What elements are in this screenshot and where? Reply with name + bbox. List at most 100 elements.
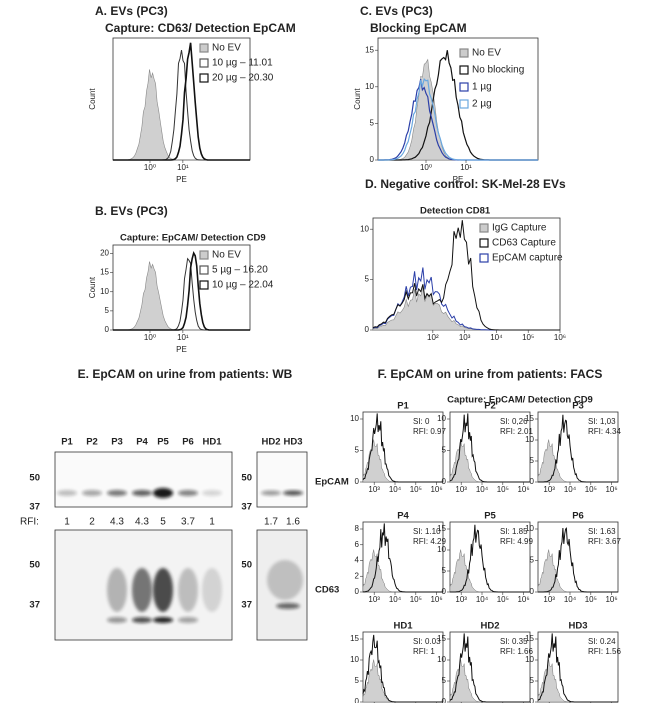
label: 10³: [368, 595, 380, 604]
label: HD3: [568, 621, 587, 632]
legend-swatch: [459, 48, 469, 58]
label: P5: [484, 511, 496, 522]
label: 10⁴: [490, 333, 503, 342]
label: 1.6: [286, 517, 300, 528]
band: [107, 617, 127, 623]
label: 10⁶: [517, 595, 529, 604]
band: [267, 560, 303, 600]
legend-swatch: [479, 223, 489, 233]
label: RFI: 4.34: [588, 427, 621, 436]
histogram: [363, 523, 443, 593]
label: 20 µg – 20.30: [212, 73, 274, 84]
legend-swatch: [199, 58, 209, 68]
label: 10⁴: [389, 595, 402, 604]
histogram: [362, 634, 443, 703]
label: HD3: [283, 437, 302, 448]
label: RFI: 1: [413, 647, 435, 656]
label: RFI:: [20, 517, 39, 528]
label: SI: 0.03: [413, 637, 441, 646]
label: 10³: [459, 333, 471, 342]
label: RFI: 4.99: [500, 537, 533, 546]
histogram: [537, 439, 618, 483]
label: 0: [365, 325, 370, 334]
label: 10⁵: [585, 485, 597, 494]
label: 0: [370, 155, 375, 164]
histogram: [362, 549, 443, 593]
label: IgG Capture: [492, 223, 547, 234]
label: PE: [453, 175, 464, 184]
blot: [54, 451, 233, 508]
band: [132, 568, 152, 612]
label: SI: 0.35: [500, 637, 528, 646]
label: 5: [442, 676, 447, 685]
label: 15: [525, 634, 534, 643]
legend-swatch: [199, 265, 209, 275]
label: 1 µg: [472, 82, 492, 93]
histogram: [378, 79, 538, 161]
label: P6: [572, 511, 584, 522]
label: 4.3: [110, 517, 124, 528]
band: [202, 568, 222, 612]
label: SI: 0.24: [588, 637, 616, 646]
label: 0: [105, 325, 110, 334]
legend-swatch: [199, 73, 209, 83]
label: F. EpCAM on urine from patients: FACS: [378, 367, 603, 381]
histogram: [372, 286, 560, 331]
label: 10⁶: [430, 485, 442, 494]
band: [107, 490, 127, 496]
band: [132, 617, 152, 623]
label: 5: [442, 446, 447, 455]
label: D. Negative control: SK-Mel-28 EVs: [365, 177, 566, 191]
histogram: [372, 220, 560, 331]
label: 50: [29, 560, 40, 571]
label: 5: [530, 456, 535, 465]
label: 15: [437, 524, 446, 533]
plot-frame: [377, 37, 539, 161]
histogram: [450, 524, 530, 593]
label: No EV: [472, 48, 501, 59]
histogram: [449, 633, 530, 703]
label: 50: [241, 560, 252, 571]
label: P4: [397, 511, 409, 522]
band: [178, 617, 198, 623]
label: 1: [209, 517, 215, 528]
label: 10⁴: [476, 485, 489, 494]
band: [178, 568, 198, 612]
band: [153, 488, 173, 498]
label: 37: [241, 600, 252, 611]
label: 10: [525, 435, 534, 444]
label: 5: [370, 119, 375, 128]
label: 10³: [543, 595, 555, 604]
label: PE: [176, 175, 187, 184]
label: 10: [365, 82, 374, 91]
label: 5: [355, 446, 360, 455]
label: 10⁴: [476, 595, 489, 604]
label: No blocking: [472, 65, 524, 76]
label: SI: 0,26: [500, 417, 528, 426]
histogram: [537, 549, 618, 593]
label: RFI: 0.97: [413, 427, 446, 436]
histogram: [449, 439, 530, 483]
label: 2: [355, 571, 360, 580]
label: 0: [442, 587, 447, 596]
label: 20: [100, 249, 109, 258]
label: Blocking EpCAM: [370, 21, 467, 35]
band: [153, 617, 173, 623]
label: 2 µg: [472, 99, 492, 110]
label: 10⁵: [497, 595, 509, 604]
label: 10⁶: [605, 485, 617, 494]
label: P1: [61, 437, 73, 448]
band: [276, 603, 300, 609]
label: 5 µg – 16.20: [212, 265, 268, 276]
blot: [256, 451, 308, 508]
label: SI: 1.10: [413, 527, 441, 536]
band: [283, 490, 303, 496]
label: 10⁰: [420, 163, 432, 172]
label: 10³: [368, 485, 380, 494]
label: 10: [525, 524, 534, 533]
label: 15: [350, 634, 359, 643]
label: B. EVs (PC3): [95, 204, 168, 218]
histogram: [538, 414, 618, 483]
